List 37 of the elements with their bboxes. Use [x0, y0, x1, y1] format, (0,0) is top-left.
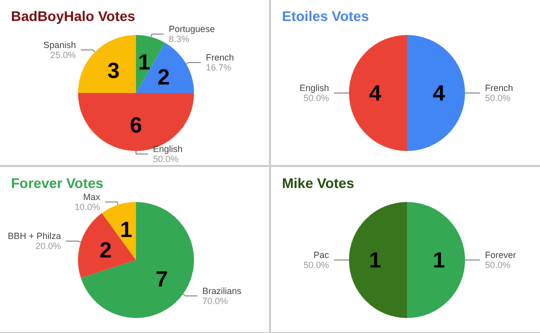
text: 16.7%: [206, 62, 232, 72]
data-label: 1: [138, 50, 150, 75]
slice-label: Forever: [485, 250, 516, 260]
slice-label: English: [299, 83, 329, 93]
slice-label: English: [153, 144, 183, 154]
data-label: 6: [130, 112, 142, 138]
text: 25.0%: [50, 50, 76, 60]
data-label: 7: [156, 266, 168, 292]
slice-label: Portuguese: [168, 24, 215, 34]
text: 70.0%: [202, 296, 228, 306]
slice-label: BBH + Philza: [8, 231, 61, 242]
data-label: 4: [432, 80, 446, 106]
data-label: 1: [120, 217, 132, 242]
text: 50.0%: [485, 93, 511, 103]
chart-title: BadBoyHalo Votes: [11, 8, 136, 24]
data-label: 2: [100, 238, 112, 263]
slice-label: Spanish: [43, 40, 76, 50]
slice-label: Pac: [313, 250, 330, 260]
text: 20.0%: [35, 241, 61, 252]
data-label: 3: [107, 58, 120, 83]
slice-label: Max: [83, 192, 101, 202]
text: 50.0%: [153, 154, 179, 164]
slice-label: Brazilians: [202, 286, 242, 296]
chart-title: Etoiles Votes: [282, 8, 370, 24]
slice-label: French: [485, 83, 514, 93]
text: 8.3%: [168, 34, 190, 44]
text: 50.0%: [303, 93, 329, 103]
text: 50.0%: [303, 260, 329, 270]
text: 10.0%: [74, 202, 100, 212]
slice-label: French: [206, 52, 234, 62]
chart-title: Forever Votes: [11, 175, 104, 191]
data-label: 1: [368, 248, 382, 272]
data-label: 1: [432, 248, 446, 272]
chart-title: Mike Votes: [282, 175, 354, 191]
text: 50.0%: [485, 260, 511, 270]
data-label: 4: [368, 80, 382, 106]
data-label: 2: [158, 64, 170, 90]
